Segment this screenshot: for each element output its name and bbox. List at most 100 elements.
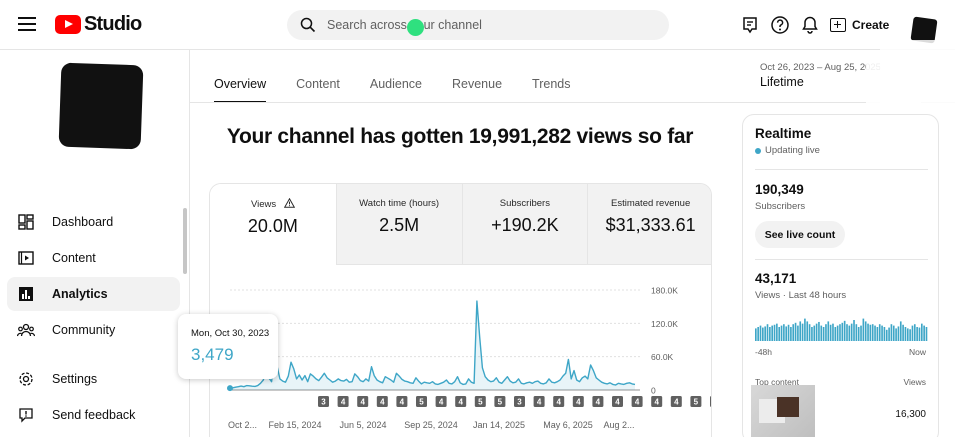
create-icon xyxy=(830,18,846,32)
metric-label: Subscribers xyxy=(499,198,550,209)
metric-tabs: Views 20.0M Watch time (hours) 2.5M Subs… xyxy=(210,184,711,265)
analytics-tabs: Overview Content Audience Revenue Trends xyxy=(214,50,601,103)
menu-icon[interactable] xyxy=(16,13,38,35)
realtime-bar xyxy=(904,327,907,341)
realtime-bar xyxy=(906,328,909,341)
top-content-views: 16,300 xyxy=(895,409,926,420)
realtime-bar xyxy=(920,323,923,341)
realtime-bar xyxy=(780,325,783,341)
realtime-bar xyxy=(811,327,813,341)
sidebar-item-label: Dashboard xyxy=(52,215,114,229)
realtime-bar xyxy=(923,325,925,341)
realtime-bar xyxy=(778,327,781,341)
channel-avatar[interactable] xyxy=(58,62,144,150)
series-area xyxy=(230,301,635,390)
annotation-marker xyxy=(533,396,545,407)
x-tick-label: Jun 5, 2024 xyxy=(339,420,386,430)
views-chart[interactable]: 180.0K120.0K60.0K0344445445534444444454O… xyxy=(210,284,712,437)
metrics-divider xyxy=(335,264,711,265)
tab-overview[interactable]: Overview xyxy=(214,50,267,103)
settings-icon xyxy=(16,369,36,389)
realtime-bar xyxy=(892,325,895,341)
realtime-bar xyxy=(916,327,918,341)
realtime-axis-start: -48h xyxy=(755,347,773,357)
create-button[interactable]: Create xyxy=(830,12,889,38)
annotation-marker xyxy=(631,396,643,407)
pointer-cursor xyxy=(407,19,424,36)
sidebar-item-send-feedback[interactable]: Send feedback xyxy=(7,398,180,432)
feedback-icon[interactable] xyxy=(740,15,760,35)
realtime-bar xyxy=(771,325,773,341)
annotation-marker-label: 5 xyxy=(419,398,424,407)
metric-estimated-revenue[interactable]: Estimated revenue $31,333.61 xyxy=(587,184,711,265)
annotation-marker xyxy=(494,396,506,407)
annotation-marker xyxy=(592,396,604,407)
logo-text: Studio xyxy=(84,12,142,35)
series-line xyxy=(229,300,636,389)
dashboard-icon xyxy=(16,212,36,232)
realtime-bar xyxy=(857,327,860,341)
annotation-marker-label: 3 xyxy=(321,398,326,407)
tab-audience[interactable]: Audience xyxy=(369,77,422,91)
top-content-label: Top content xyxy=(755,377,799,387)
youtube-studio-logo[interactable]: Studio xyxy=(55,12,142,35)
metric-views[interactable]: Views 20.0M xyxy=(210,184,336,265)
realtime-bar xyxy=(871,324,874,341)
metric-value: 2.5M xyxy=(379,215,420,235)
realtime-bar xyxy=(911,325,914,341)
realtime-bar xyxy=(881,325,883,341)
tab-content[interactable]: Content xyxy=(296,77,340,91)
search-input[interactable] xyxy=(327,10,657,40)
sidebar-item-label: Analytics xyxy=(52,287,108,301)
realtime-bar xyxy=(902,324,904,341)
realtime-bar xyxy=(790,327,792,341)
sidebar-item-content[interactable]: Content xyxy=(7,241,180,275)
annotation-marker xyxy=(455,396,467,407)
see-live-count-button[interactable]: See live count xyxy=(755,221,845,248)
sidebar-item-dashboard[interactable]: Dashboard xyxy=(7,205,180,239)
realtime-bar xyxy=(918,327,921,341)
notifications-icon[interactable] xyxy=(800,15,820,35)
date-range-text[interactable]: Oct 26, 2023 – Aug 25, 2025 xyxy=(760,62,881,73)
annotation-marker-label: 4 xyxy=(576,398,581,407)
sidebar-item-settings[interactable]: Settings xyxy=(7,362,180,396)
realtime-bar xyxy=(867,323,869,341)
divider xyxy=(755,259,928,260)
realtime-bar xyxy=(897,326,900,341)
date-range-label[interactable]: Lifetime xyxy=(760,75,804,89)
search-icon[interactable] xyxy=(300,17,316,33)
metric-label: Watch time (hours) xyxy=(359,198,440,209)
realtime-bar-chart[interactable] xyxy=(755,313,928,341)
help-icon[interactable] xyxy=(770,15,790,35)
annotation-marker xyxy=(474,396,486,407)
annotation-marker-label: 4 xyxy=(556,398,561,407)
realtime-bar xyxy=(869,324,872,341)
realtime-card: Realtime Updating live 190,349 Subscribe… xyxy=(742,114,939,437)
top-content-thumbnail[interactable] xyxy=(751,385,815,437)
annotation-marker-label: 5 xyxy=(478,398,483,407)
sidebar-scrollbar[interactable] xyxy=(183,208,187,274)
realtime-bar xyxy=(895,328,897,341)
metric-subscribers[interactable]: Subscribers +190.2K xyxy=(461,184,588,265)
tab-revenue[interactable]: Revenue xyxy=(452,77,503,91)
realtime-bar xyxy=(836,325,839,341)
metric-watch-time[interactable]: Watch time (hours) 2.5M xyxy=(335,184,462,265)
realtime-bar xyxy=(762,327,764,341)
realtime-bar xyxy=(766,324,769,341)
annotation-marker-label: 4 xyxy=(360,398,365,407)
sidebar-item-label: Content xyxy=(52,251,96,265)
warning-icon[interactable] xyxy=(283,197,295,208)
annotation-marker-label: 4 xyxy=(458,398,463,407)
sidebar-item-community[interactable]: Community xyxy=(7,313,180,347)
realtime-views-label: Views · Last 48 hours xyxy=(755,290,847,301)
search-bar[interactable] xyxy=(287,10,669,40)
tab-trends[interactable]: Trends xyxy=(532,77,571,91)
realtime-bar xyxy=(846,324,848,341)
community-icon xyxy=(16,320,36,340)
realtime-bar xyxy=(792,324,795,341)
annotation-marker xyxy=(670,396,682,407)
sidebar-item-analytics[interactable]: Analytics xyxy=(7,277,180,311)
annotation-marker xyxy=(376,396,388,407)
realtime-bar xyxy=(899,321,902,341)
realtime-bar xyxy=(834,327,837,341)
